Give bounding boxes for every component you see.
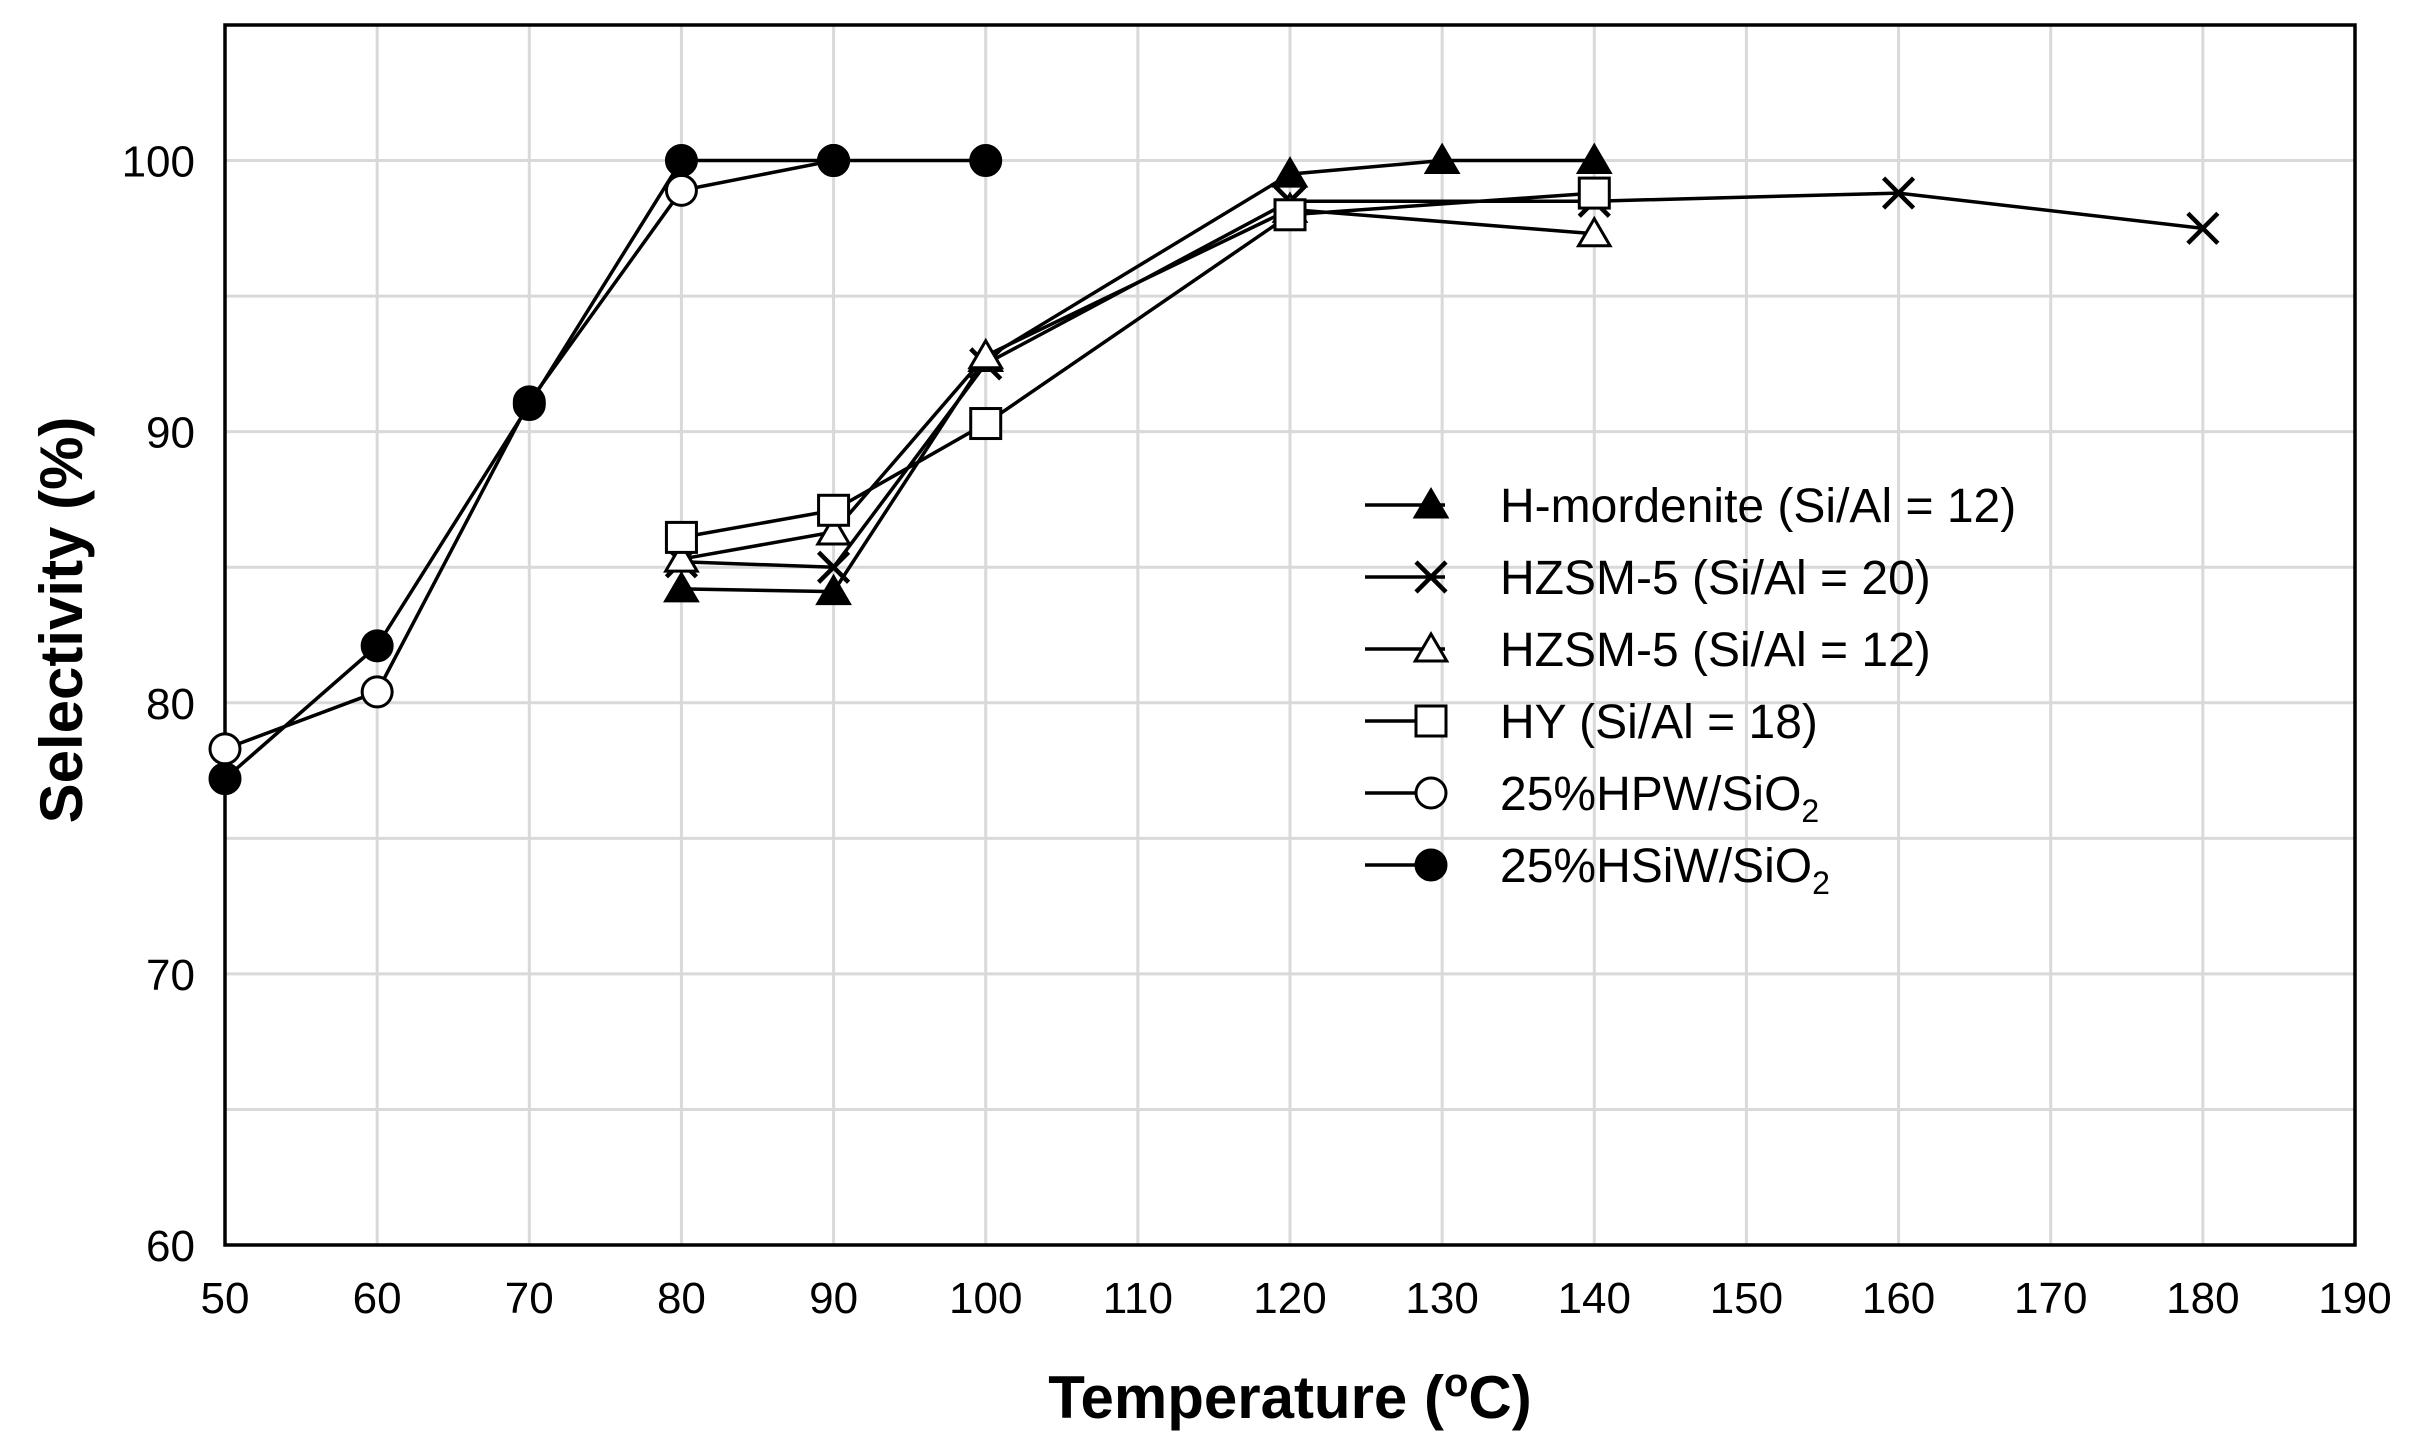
data-point-filled-triangle bbox=[815, 573, 852, 606]
legend-entry: HY (Si/Al = 18) bbox=[1365, 696, 1818, 749]
legend-label: HZSM-5 (Si/Al = 12) bbox=[1500, 624, 1931, 677]
x-axis-title-main: Temperature ( bbox=[1048, 1364, 1444, 1431]
grid-layer bbox=[225, 25, 2355, 1245]
data-point-open-square bbox=[1577, 176, 1611, 210]
series-line bbox=[223, 158, 986, 781]
data-point-cross bbox=[2186, 211, 2220, 245]
cross-stroke bbox=[2186, 211, 2220, 245]
tick-label-layer: 50 60 70 80 90 100 110 120 130 140 150 160 170 180 190… bbox=[122, 138, 2392, 1323]
data-point-open-triangle bbox=[663, 541, 700, 573]
legend-marker-filled-circle bbox=[1414, 848, 1448, 882]
legend: H-mordenite (Si/Al = 12) HZSM-5 (Si/Al = … bbox=[1365, 480, 2016, 901]
y-tick-label: 60 bbox=[146, 1222, 195, 1271]
legend-label: 25%HPW/SiO2 bbox=[1500, 768, 1819, 829]
x-tick-label: 170 bbox=[2014, 1274, 2087, 1323]
legend-marker-open-circle bbox=[1414, 776, 1448, 810]
data-point-filled-circle bbox=[512, 388, 546, 422]
legend-entry: HZSM-5 (Si/Al = 20) bbox=[1365, 552, 1931, 605]
legend-label-text: 25%HPW/SiO bbox=[1500, 768, 1801, 821]
data-point-open-square bbox=[664, 520, 698, 554]
data-point-filled-triangle bbox=[1575, 142, 1613, 175]
legend-label-text: H-mordenite (Si/Al = 12) bbox=[1500, 480, 2016, 533]
data-point-open-square bbox=[969, 407, 1003, 441]
data-point-filled-circle bbox=[664, 144, 698, 178]
data-point-open-square bbox=[817, 493, 851, 527]
data-point-cross bbox=[1881, 176, 1916, 210]
series-line bbox=[681, 158, 1595, 594]
data-point-open-triangle bbox=[815, 514, 852, 546]
legend-label-text: 25%HSiW/SiO bbox=[1500, 840, 1812, 893]
data-point-filled-circle bbox=[817, 144, 851, 178]
data-point-filled-circle bbox=[208, 762, 242, 796]
cross-stroke bbox=[816, 550, 851, 584]
x-tick-label: 100 bbox=[949, 1274, 1022, 1323]
x-tick-label: 190 bbox=[2318, 1274, 2391, 1323]
x-axis-title-suffix: C) bbox=[1468, 1364, 1531, 1431]
series-layer bbox=[208, 142, 2220, 796]
legend-entry: 25%HSiW/SiO2 bbox=[1365, 840, 1830, 901]
data-point-filled-triangle bbox=[1271, 156, 1309, 188]
legend-label: HZSM-5 (Si/Al = 20) bbox=[1500, 552, 1931, 605]
data-point-open-circle bbox=[208, 732, 242, 766]
x-tick-label: 90 bbox=[809, 1274, 858, 1323]
cross-stroke bbox=[1414, 560, 1448, 594]
x-tick-label: 140 bbox=[1558, 1274, 1631, 1323]
x-tick-label: 50 bbox=[201, 1274, 250, 1323]
legend-entry: H-mordenite (Si/Al = 12) bbox=[1365, 480, 2016, 533]
data-point-open-circle bbox=[360, 675, 394, 709]
data-point-filled-circle bbox=[360, 629, 394, 663]
x-tick-label: 130 bbox=[1405, 1274, 1478, 1323]
data-point-open-triangle bbox=[967, 337, 1005, 370]
legend-label-subscript: 2 bbox=[1801, 793, 1819, 829]
x-axis-title: Temperature (oC) bbox=[1048, 1361, 1531, 1431]
y-axis-title: Selectivity (%) bbox=[28, 417, 95, 824]
x-tick-label: 80 bbox=[657, 1274, 706, 1323]
legend-label-text: HZSM-5 (Si/Al = 20) bbox=[1500, 552, 1931, 605]
x-axis-title-superscript: o bbox=[1444, 1361, 1468, 1405]
cross-stroke bbox=[1881, 176, 1916, 210]
legend-label: H-mordenite (Si/Al = 12) bbox=[1500, 480, 2016, 533]
data-point-filled-triangle bbox=[1423, 142, 1461, 175]
x-tick-label: 70 bbox=[505, 1274, 554, 1323]
legend-entry: 25%HPW/SiO2 bbox=[1365, 768, 1819, 829]
x-tick-label: 160 bbox=[1862, 1274, 1935, 1323]
legend-label-subscript: 2 bbox=[1812, 865, 1830, 901]
data-point-filled-triangle bbox=[663, 570, 700, 603]
x-tick-label: 180 bbox=[2166, 1274, 2239, 1323]
legend-marker-open-triangle bbox=[1412, 631, 1450, 663]
data-point-open-triangle bbox=[1575, 215, 1613, 248]
legend-marker-cross bbox=[1414, 560, 1448, 594]
x-tick-label: 110 bbox=[1103, 1274, 1173, 1323]
data-point-open-square bbox=[1273, 198, 1307, 232]
x-tick-label: 120 bbox=[1253, 1274, 1326, 1323]
legend-marker-open-square bbox=[1414, 704, 1448, 738]
series-open-square bbox=[664, 176, 1611, 554]
x-tick-label: 150 bbox=[1710, 1274, 1783, 1323]
legend-marker-filled-triangle bbox=[1412, 487, 1450, 519]
legend-label: HY (Si/Al = 18) bbox=[1500, 696, 1818, 749]
data-point-cross bbox=[816, 550, 851, 584]
legend-label-text: HZSM-5 (Si/Al = 12) bbox=[1500, 624, 1931, 677]
x-tick-label: 60 bbox=[353, 1274, 402, 1323]
y-tick-label: 90 bbox=[146, 409, 195, 458]
legend-label: 25%HSiW/SiO2 bbox=[1500, 840, 1830, 901]
y-tick-label: 80 bbox=[146, 680, 195, 729]
plot-area-frame bbox=[223, 23, 2357, 1247]
series-filled-circle bbox=[208, 144, 1003, 796]
data-point-filled-circle bbox=[969, 144, 1003, 178]
y-tick-label: 70 bbox=[146, 951, 195, 1000]
y-tick-label: 100 bbox=[122, 138, 195, 187]
legend-label-text: HY (Si/Al = 18) bbox=[1500, 696, 1818, 749]
legend-entry: HZSM-5 (Si/Al = 12) bbox=[1365, 624, 1931, 677]
